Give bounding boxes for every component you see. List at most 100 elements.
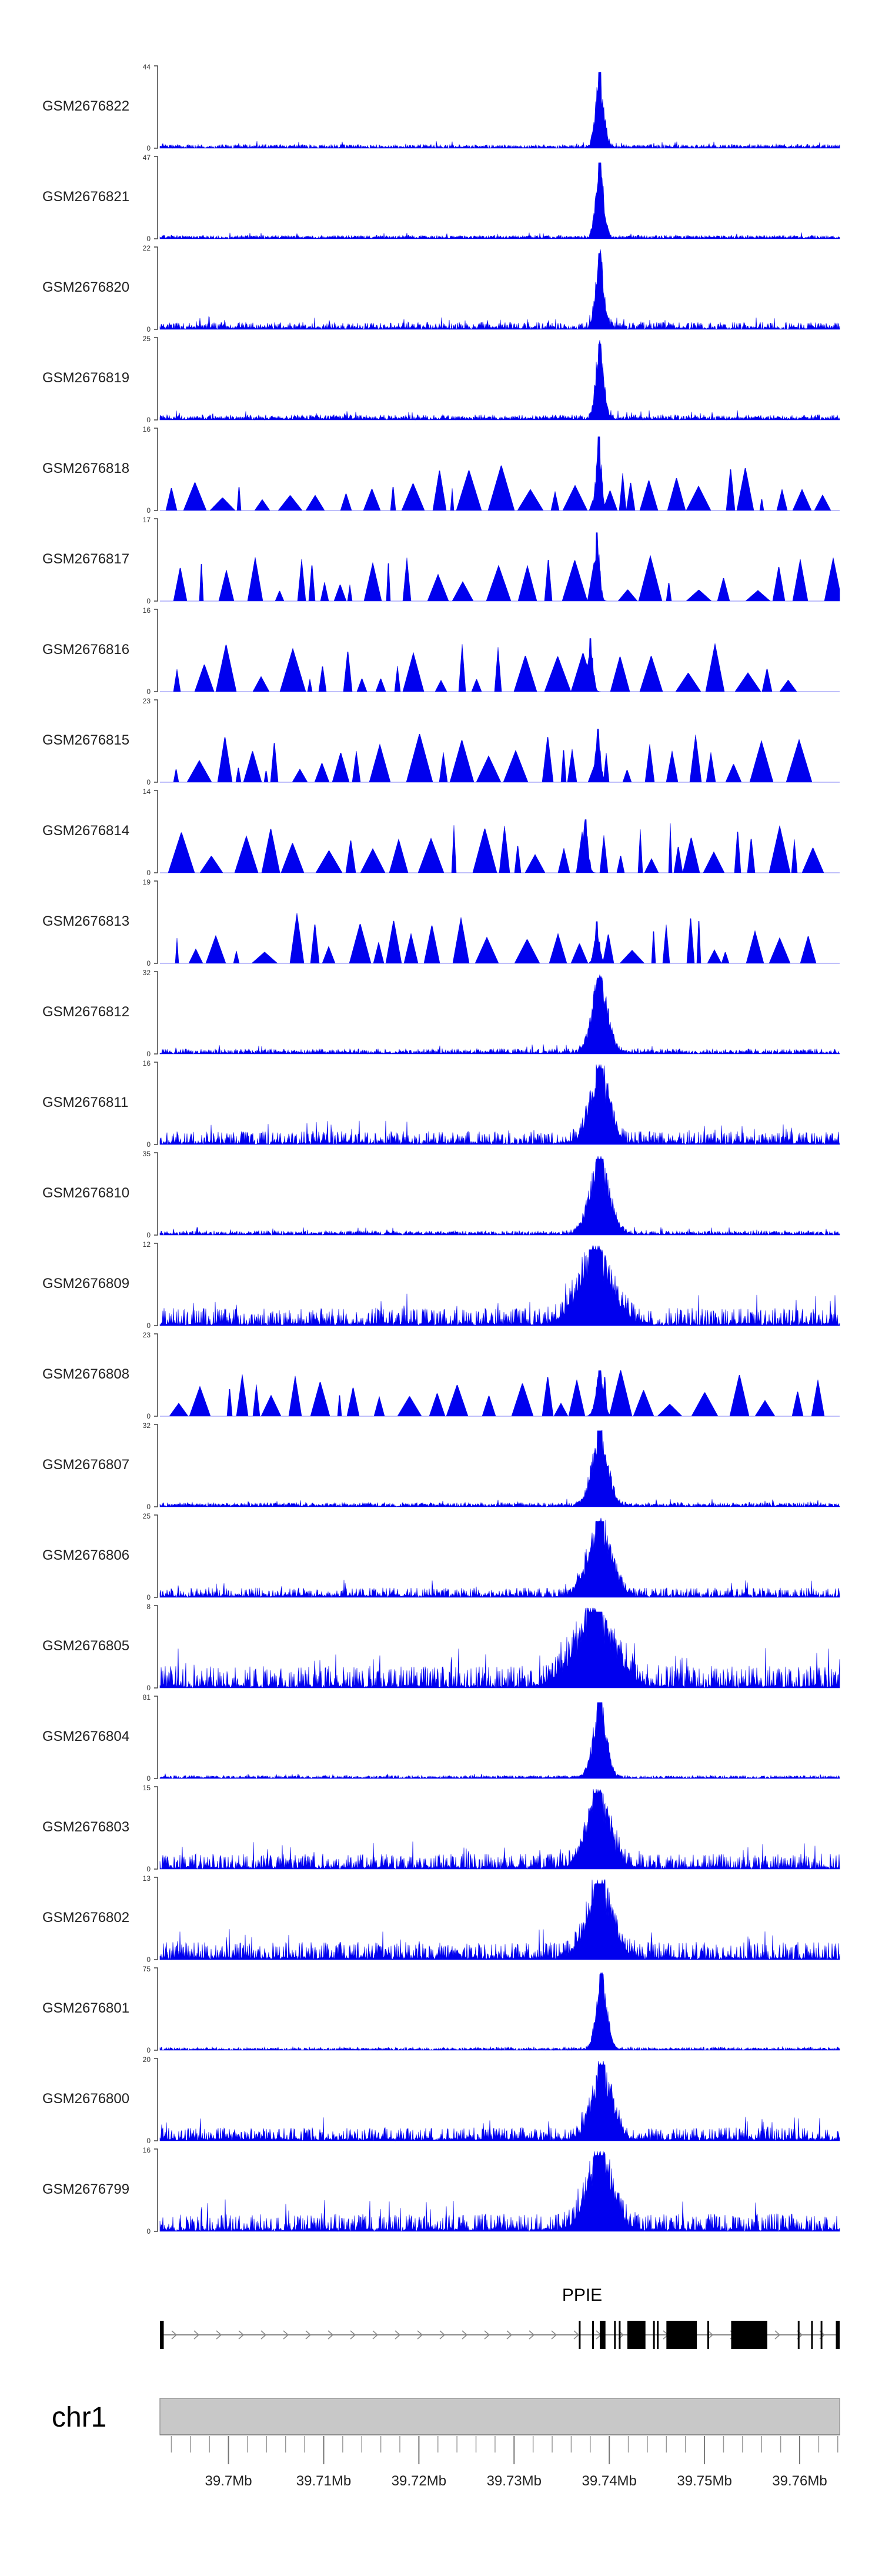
coverage-area bbox=[159, 72, 840, 149]
coverage-area bbox=[160, 819, 840, 873]
track-GSM2676821: GSM2676821 47 0 bbox=[42, 154, 840, 243]
track-GSM2676805: GSM2676805 8 0 bbox=[42, 1603, 840, 1692]
strand-arrow bbox=[573, 2330, 580, 2340]
track-label: GSM2676809 bbox=[42, 1276, 129, 1292]
x-tick-label: 39.71Mb bbox=[296, 2473, 351, 2489]
y-axis bbox=[154, 1062, 158, 1145]
strand-arrow bbox=[193, 2330, 200, 2340]
track-label: GSM2676812 bbox=[42, 1004, 129, 1020]
y-min-label: 0 bbox=[146, 1412, 151, 1420]
y-min-label: 0 bbox=[146, 325, 151, 333]
track-GSM2676804: GSM2676804 81 0 bbox=[42, 1693, 840, 1783]
gene-exon-tick bbox=[820, 2321, 823, 2349]
track-GSM2676812: GSM2676812 32 0 bbox=[42, 969, 840, 1058]
y-min-label: 0 bbox=[146, 1774, 151, 1783]
y-min-label: 0 bbox=[146, 235, 151, 243]
y-min-label: 0 bbox=[146, 2046, 151, 2054]
chromosome-label: chr1 bbox=[52, 2402, 106, 2433]
strand-arrow bbox=[283, 2330, 289, 2340]
strand-arrow bbox=[462, 2330, 468, 2340]
track-label: GSM2676822 bbox=[42, 98, 129, 114]
y-max-label: 14 bbox=[143, 788, 151, 796]
track-label: GSM2676818 bbox=[42, 461, 129, 476]
y-max-label: 35 bbox=[143, 1150, 151, 1158]
track-label: GSM2676820 bbox=[42, 279, 129, 295]
strand-arrow bbox=[774, 2330, 781, 2340]
track-GSM2676817: GSM2676817 17 0 bbox=[42, 516, 840, 605]
y-axis bbox=[154, 1333, 158, 1417]
strand-arrow bbox=[551, 2330, 557, 2340]
y-max-label: 16 bbox=[143, 1059, 151, 1067]
coverage-area bbox=[159, 2151, 840, 2232]
y-max-label: 47 bbox=[143, 154, 151, 162]
y-min-label: 0 bbox=[146, 1503, 151, 1511]
y-axis bbox=[154, 880, 158, 964]
coverage-area bbox=[159, 1156, 840, 1236]
gene-exon-tick bbox=[811, 2321, 813, 2349]
y-min-label: 0 bbox=[146, 597, 151, 605]
y-max-label: 15 bbox=[143, 1784, 151, 1792]
track-label: GSM2676800 bbox=[42, 2091, 129, 2107]
chromosome-ideogram-track: chr1 bbox=[52, 2398, 840, 2435]
coverage-area bbox=[160, 532, 840, 602]
coverage-area bbox=[159, 1517, 840, 1599]
y-axis bbox=[154, 1605, 158, 1689]
track-GSM2676819: GSM2676819 25 0 bbox=[42, 335, 840, 424]
coverage-area bbox=[160, 436, 840, 511]
y-min-label: 0 bbox=[146, 778, 151, 786]
y-min-label: 0 bbox=[146, 2227, 151, 2235]
gene-exon-tick bbox=[657, 2321, 659, 2349]
track-GSM2676813: GSM2676813 19 0 bbox=[42, 878, 840, 967]
y-min-label: 0 bbox=[146, 688, 151, 696]
coverage-area bbox=[160, 1370, 840, 1417]
y-min-label: 0 bbox=[146, 1956, 151, 1964]
y-max-label: 23 bbox=[143, 697, 151, 705]
coverage-area bbox=[159, 340, 840, 421]
track-label: GSM2676819 bbox=[42, 370, 129, 386]
track-label: GSM2676801 bbox=[42, 2000, 129, 2016]
chromosome-ideogram bbox=[159, 2398, 840, 2435]
y-max-label: 8 bbox=[146, 1603, 151, 1611]
gene-exon bbox=[836, 2321, 840, 2349]
track-GSM2676822: GSM2676822 44 0 bbox=[42, 63, 840, 152]
gene-exon bbox=[627, 2321, 646, 2349]
x-tick-label: 39.7Mb bbox=[205, 2473, 252, 2489]
coverage-area bbox=[159, 162, 840, 240]
y-axis bbox=[154, 2148, 158, 2232]
y-max-label: 44 bbox=[143, 63, 151, 71]
coverage-area bbox=[159, 1607, 840, 1689]
y-min-label: 0 bbox=[146, 1140, 151, 1149]
track-label: GSM2676803 bbox=[42, 1819, 129, 1835]
strand-arrow bbox=[439, 2330, 446, 2340]
gene-exon bbox=[600, 2321, 606, 2349]
coverage-area bbox=[159, 1788, 840, 1870]
strand-arrow bbox=[506, 2330, 513, 2340]
y-max-label: 25 bbox=[143, 1512, 151, 1520]
y-max-label: 16 bbox=[143, 606, 151, 615]
y-max-label: 16 bbox=[143, 425, 151, 433]
track-GSM2676802: GSM2676802 13 0 bbox=[42, 1874, 840, 1964]
track-label: GSM2676806 bbox=[42, 1547, 129, 1563]
y-axis bbox=[154, 699, 158, 783]
gene-exon bbox=[666, 2321, 697, 2349]
gene-exon bbox=[160, 2321, 164, 2349]
strand-arrow bbox=[305, 2330, 312, 2340]
y-axis bbox=[154, 2058, 158, 2141]
y-min-label: 0 bbox=[146, 869, 151, 877]
x-tick-label: 39.74Mb bbox=[582, 2473, 636, 2489]
y-axis bbox=[154, 971, 158, 1055]
coverage-area bbox=[160, 638, 840, 692]
y-max-label: 19 bbox=[143, 878, 151, 886]
y-max-label: 20 bbox=[143, 2056, 151, 2064]
y-min-label: 0 bbox=[146, 416, 151, 424]
y-min-label: 0 bbox=[146, 1231, 151, 1239]
strand-arrow bbox=[529, 2330, 535, 2340]
track-label: GSM2676813 bbox=[42, 913, 129, 929]
y-axis bbox=[154, 65, 158, 149]
y-axis bbox=[154, 518, 158, 602]
strand-arrow bbox=[372, 2330, 379, 2340]
track-GSM2676810: GSM2676810 35 0 bbox=[42, 1150, 840, 1239]
track-GSM2676801: GSM2676801 75 0 bbox=[42, 1965, 840, 2054]
y-max-label: 17 bbox=[143, 516, 151, 524]
y-min-label: 0 bbox=[146, 959, 151, 967]
